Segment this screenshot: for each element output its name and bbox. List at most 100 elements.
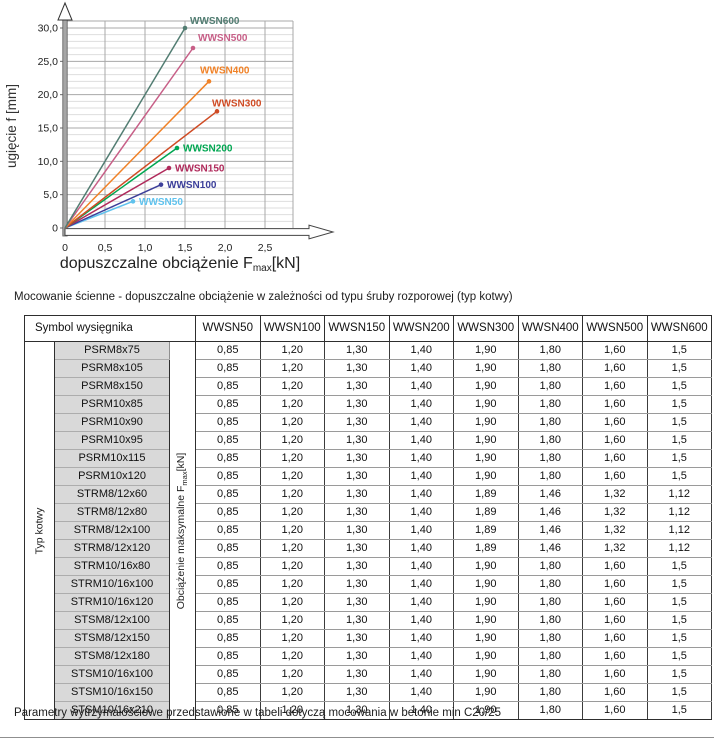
load-value: 1,80 — [517, 359, 583, 378]
load-value: 1,89 — [453, 485, 519, 504]
load-value: 1,30 — [324, 683, 390, 702]
load-value: 1,40 — [388, 539, 454, 558]
series-wwsn500: WWSN500 — [64, 33, 248, 229]
model-name: STRM10/16x100 — [54, 575, 170, 594]
model-name: STRM8/12x100 — [54, 521, 170, 540]
load-value: 1,20 — [259, 413, 325, 432]
series-wwsn150: WWSN150 — [64, 164, 225, 229]
x-axis-arrow — [64, 224, 335, 240]
load-value: 1,5 — [646, 647, 712, 666]
load-value: 1,30 — [324, 539, 390, 558]
load-value: 0,85 — [195, 395, 261, 414]
load-value: 1,40 — [388, 521, 454, 540]
load-value: 1,40 — [388, 647, 454, 666]
series-label: WWSN400 — [200, 65, 250, 76]
load-value: 0,85 — [195, 557, 261, 576]
table-row: STSM8/12x180 0,85 1,20 1,30 1,40 1,90 1,80 1,60… — [25, 647, 712, 666]
bottom-divider — [0, 737, 714, 738]
load-value: 1,30 — [324, 413, 390, 432]
series-line — [64, 147, 178, 229]
load-value: 1,40 — [388, 629, 454, 648]
load-value: 1,60 — [582, 683, 648, 702]
load-value: 1,5 — [646, 341, 712, 360]
load-value: 1,90 — [453, 431, 519, 450]
table-row: STRM10/16x80 0,85 1,20 1,30 1,40 1,90 1,80 1,60… — [25, 557, 712, 576]
series-endpoint — [130, 199, 136, 204]
load-value: 1,90 — [453, 359, 519, 378]
load-value: 1,60 — [582, 611, 648, 630]
row-group-label: Typ kotwy — [33, 507, 45, 554]
load-value: 1,20 — [259, 629, 325, 648]
load-value: 1,60 — [582, 413, 648, 432]
load-value: 1,32 — [582, 503, 648, 522]
load-value: 1,90 — [453, 629, 519, 648]
load-value: 1,20 — [259, 341, 325, 360]
load-value: 1,46 — [517, 503, 583, 522]
load-value: 1,60 — [582, 629, 648, 648]
load-value: 0,85 — [195, 359, 261, 378]
y-tick-label: 30,0 — [38, 23, 59, 35]
load-value: 1,60 — [582, 467, 648, 486]
load-value: 1,5 — [646, 449, 712, 468]
load-value: 1,20 — [259, 395, 325, 414]
load-value: 1,60 — [582, 647, 648, 666]
load-value: 1,5 — [646, 359, 712, 378]
series-endpoint — [190, 45, 196, 51]
load-value: 0,85 — [195, 449, 261, 468]
load-value: 1,90 — [453, 413, 519, 432]
load-table: Symbol wysięgnika WWSN50 WWSN100 WWSN150 WWS… — [24, 315, 712, 720]
load-value: 1,60 — [582, 377, 648, 396]
load-value: 1,20 — [259, 359, 325, 378]
load-value: 1,90 — [453, 665, 519, 684]
load-value: 1,90 — [453, 377, 519, 396]
load-value: 1,20 — [259, 683, 325, 702]
y-tick-label: 15,0 — [38, 123, 59, 135]
y-tick-label: 10,0 — [38, 156, 59, 168]
load-value: 1,20 — [259, 431, 325, 450]
load-value: 1,30 — [324, 575, 390, 594]
table-row: STSM8/12x100 0,85 1,20 1,30 1,40 1,90 1,80 1,60… — [25, 611, 712, 630]
deflection-load-chart: 0 5,0 10,0 15,0 20,0 25,0 30,0 0 0,5 1,0 1,5 2,0 2,5… — [2, 0, 347, 282]
model-name: STSM10/16x210 — [54, 701, 170, 720]
series-line — [64, 47, 194, 229]
load-value: 1,30 — [324, 449, 390, 468]
table-row: PSRM10x90 0,85 1,20 1,30 1,40 1,90 1,80 1,60 1,5 — [25, 413, 712, 432]
table-row: Typ kotwy PSRM8x75 Obciążenie maksymalne F… — [24, 341, 712, 720]
load-value: 1,20 — [259, 647, 325, 666]
load-value: 1,90 — [453, 557, 519, 576]
table-row: STRM8/12x100 0,85 1,20 1,30 1,40 1,89 1,46 1,32… — [25, 521, 712, 540]
load-value: 1,20 — [259, 701, 325, 720]
series-label: WWSN200 — [183, 144, 233, 155]
series-wwsn400: WWSN400 — [64, 65, 250, 229]
col-header-wwsn500: WWSN500 — [582, 315, 648, 342]
load-value: 1,90 — [453, 593, 519, 612]
load-value: 1,60 — [582, 341, 648, 360]
model-name: PSRM8x75 — [54, 341, 170, 360]
y-axis-shaft — [62, 17, 68, 237]
load-value: 0,85 — [195, 611, 261, 630]
load-value: 0,85 — [195, 341, 261, 360]
load-value: 1,12 — [646, 539, 712, 558]
series-line — [64, 27, 186, 229]
series-endpoint — [174, 145, 180, 151]
x-tick-label: 1,5 — [178, 242, 193, 254]
model-name: STRM8/12x120 — [54, 539, 170, 558]
model-name: STRM10/16x120 — [54, 593, 170, 612]
load-value: 0,85 — [195, 485, 261, 504]
load-value: 0,85 — [195, 467, 261, 486]
load-value: 1,90 — [453, 395, 519, 414]
load-value: 1,30 — [324, 701, 390, 720]
model-name: STSM8/12x100 — [54, 611, 170, 630]
table-title: Mocowanie ścienne - dopuszczalne obciąże… — [14, 291, 513, 303]
load-value: 1,40 — [388, 359, 454, 378]
load-value: 1,89 — [453, 503, 519, 522]
x-tick-label: 0 — [62, 242, 68, 254]
value-group-label: Obciążenie maksymalne Fmax[kN] — [174, 452, 189, 609]
load-value: 1,60 — [582, 359, 648, 378]
table-row: STRM8/12x60 0,85 1,20 1,30 1,40 1,89 1,46 1,32 1… — [25, 485, 712, 504]
load-value: 1,5 — [646, 665, 712, 684]
table-row: STRM10/16x100 0,85 1,20 1,30 1,40 1,90 1,80 1,6… — [25, 575, 712, 594]
y-tick-label: 20,0 — [38, 89, 59, 101]
load-value: 1,80 — [517, 413, 583, 432]
series-line — [64, 183, 162, 229]
